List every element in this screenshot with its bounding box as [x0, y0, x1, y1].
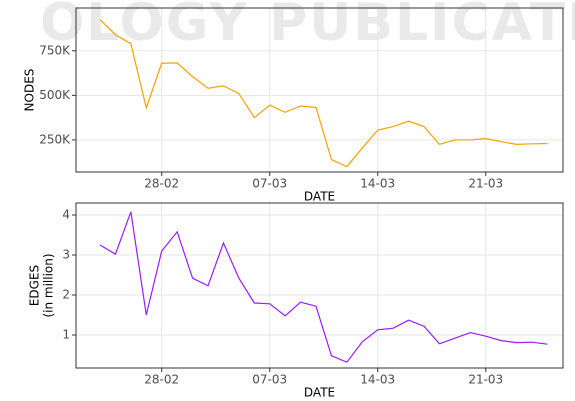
x-tick-label: 14-03 — [360, 177, 395, 191]
x-tick-label: 21-03 — [468, 177, 503, 191]
y-axis-title: NODES — [23, 69, 37, 112]
data-line — [99, 211, 548, 363]
x-tick-label: 28-02 — [144, 177, 179, 191]
y-tick-label: 2 — [62, 288, 70, 302]
plot-border — [75, 202, 564, 369]
y-tick-label: 4 — [62, 208, 70, 222]
data-line — [99, 19, 548, 168]
y-tick-label: 3 — [62, 248, 70, 262]
x-tick-label: 07-03 — [252, 177, 287, 191]
y-tick-label: 500K — [39, 88, 71, 102]
y-axis-title: EDGES — [28, 265, 42, 306]
y-tick-label: 1 — [62, 328, 70, 342]
y-axis-title: (in million) — [42, 253, 56, 317]
x-tick-label: 21-03 — [468, 373, 503, 387]
x-tick-label: 07-03 — [252, 373, 287, 387]
x-axis-title: DATE — [304, 386, 335, 400]
plot-border — [75, 7, 564, 173]
y-tick-label: 250K — [39, 132, 71, 146]
x-tick-label: 28-02 — [144, 373, 179, 387]
x-axis-title: DATE — [304, 190, 335, 204]
y-tick-label: 750K — [39, 43, 71, 57]
x-tick-label: 14-03 — [360, 373, 395, 387]
